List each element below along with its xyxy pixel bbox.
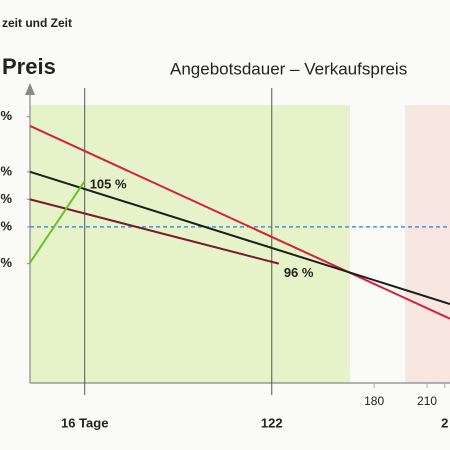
x-tick-label: 122 — [261, 415, 283, 430]
green-zone — [30, 105, 350, 383]
series-line — [29, 180, 86, 264]
x-tick-label: 180 — [364, 394, 384, 408]
header: zeit und Zeit — [2, 16, 72, 30]
y-tick-label: % — [0, 255, 12, 270]
series-line — [29, 170, 450, 305]
y-tick-label: % — [0, 218, 12, 233]
x-tick-label: 210 — [417, 394, 437, 408]
data-label: 96 % — [284, 265, 314, 280]
y-axis-arrow — [25, 83, 35, 95]
series-line — [29, 198, 280, 265]
x-tick-label: 16 Tage — [61, 415, 108, 430]
y-tick-label: % — [0, 163, 12, 178]
x-tick-label: 2 — [441, 415, 448, 430]
chart-title: Angebotsdauer – Verkaufspreis — [170, 59, 407, 78]
data-label: 105 % — [90, 176, 127, 191]
series-line — [29, 125, 450, 320]
y-tick-label: % — [0, 191, 12, 206]
red-zone — [405, 105, 450, 383]
y-tick-label: % — [0, 108, 12, 123]
axis-title: Preis — [2, 54, 56, 79]
